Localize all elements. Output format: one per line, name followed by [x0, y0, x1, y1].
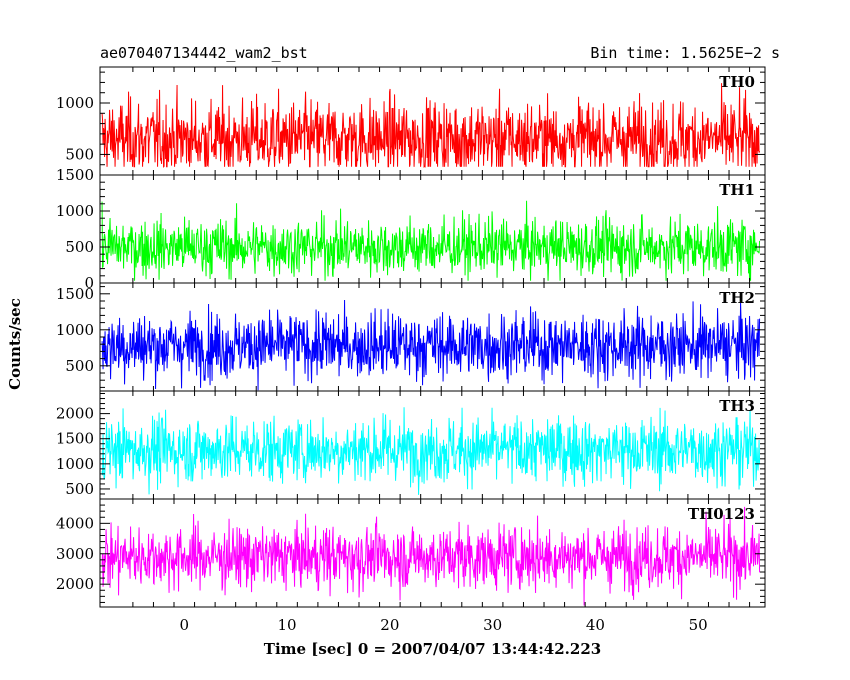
series-th0123 [101, 506, 761, 606]
y-tick-label: 500 [65, 357, 94, 375]
bin-time-label: Bin time: 1.5625E−2 s [590, 44, 780, 62]
y-tick-label: 1000 [56, 321, 94, 339]
series-th1 [101, 200, 761, 281]
panel-label-th1: TH1 [719, 181, 755, 199]
x-tick-label: 40 [586, 616, 605, 634]
y-tick-label: 1500 [56, 430, 94, 448]
y-tick-label: 1000 [56, 94, 94, 112]
panel-label-th0123: TH0123 [688, 505, 755, 523]
x-tick-label: 30 [483, 616, 502, 634]
x-axis-label: Time [sec] 0 = 2007/04/07 13:44:42.223 [263, 640, 602, 658]
y-tick-label: 2000 [56, 405, 94, 423]
y-tick-label: 1000 [56, 455, 94, 473]
y-tick-label: 0 [84, 274, 94, 292]
y-tick-label: 2000 [56, 575, 94, 593]
y-tick-label: 500 [65, 238, 94, 256]
y-tick-label: 4000 [56, 514, 94, 532]
y-tick-label: 500 [65, 480, 94, 498]
x-tick-label: 50 [689, 616, 708, 634]
series-th2 [101, 299, 761, 391]
y-tick-label: 1000 [56, 202, 94, 220]
y-tick-label: 1500 [56, 285, 94, 303]
plot-title: ae070407134442_wam2_bst [100, 44, 308, 62]
x-tick-label: 0 [180, 616, 190, 634]
series-th0 [101, 83, 761, 168]
x-tick-label: 10 [278, 616, 297, 634]
panel-frame [99, 498, 766, 608]
y-tick-label: 1500 [56, 166, 94, 184]
panel-label-th2: TH2 [719, 289, 755, 307]
series-th3 [101, 407, 761, 495]
panel-label-th3: TH3 [719, 397, 755, 415]
y-tick-label: 3000 [56, 545, 94, 563]
x-tick-label: 20 [380, 616, 399, 634]
panel-label-th0: TH0 [719, 73, 755, 91]
y-tick-label: 500 [65, 145, 94, 163]
